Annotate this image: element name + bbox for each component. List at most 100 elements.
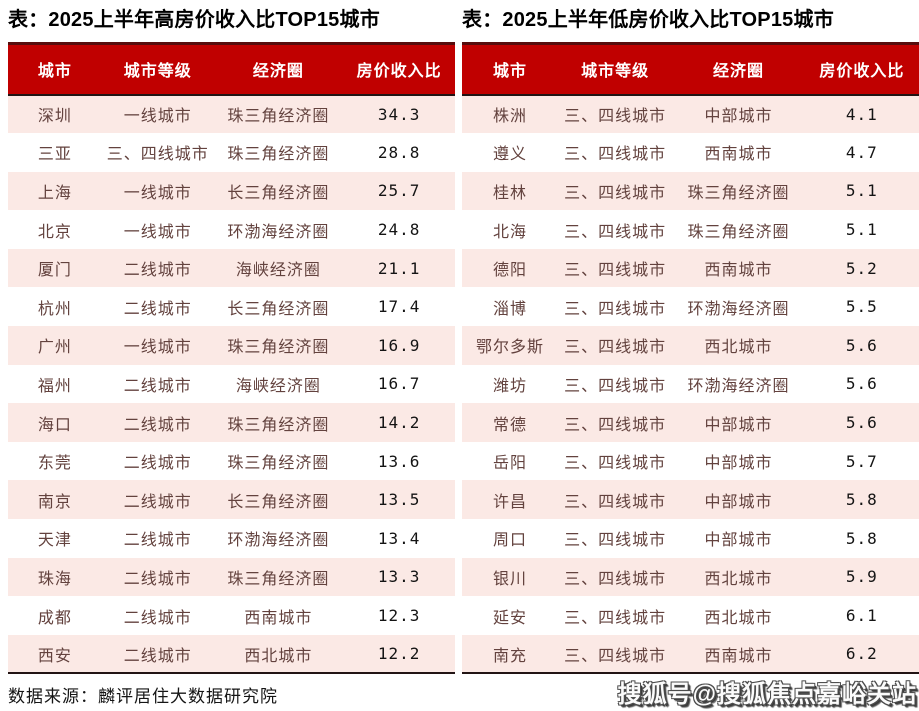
cell-city: 南充 [492, 645, 527, 665]
cell-region: 珠三角经济圈 [227, 414, 330, 434]
column-header: 城市等级 [101, 43, 214, 96]
cell-tier: 二线城市 [123, 607, 192, 627]
cell-city: 株洲 [492, 106, 527, 126]
table-row: 成都 二线城市 西南城市 12.3 [8, 596, 455, 635]
cell-region: 西南城市 [704, 645, 773, 665]
table-header-row: 城市 城市等级 经济圈 房价收入比 [8, 43, 455, 96]
cell-tier: 二线城市 [123, 453, 192, 473]
cell-region: 西南城市 [244, 607, 313, 627]
cell-region: 西南城市 [704, 144, 773, 164]
cell-tier: 三、四线城市 [564, 337, 667, 357]
table-row: 北京 一线城市 环渤海经济圈 24.8 [8, 210, 455, 249]
cell-ratio: 5.5 [845, 297, 878, 317]
table-row: 西安 二线城市 西北城市 12.2 [8, 634, 455, 674]
table-row: 常德 三、四线城市 中部城市 5.6 [462, 403, 919, 442]
cell-tier: 一线城市 [123, 221, 192, 241]
cell-ratio: 12.2 [377, 644, 421, 664]
cell-region: 珠三角经济圈 [687, 221, 790, 241]
table-row: 延安 三、四线城市 西北城市 6.1 [462, 596, 919, 635]
cell-region: 长三角经济圈 [227, 491, 330, 511]
column-header: 城市 [8, 43, 102, 96]
cell-ratio: 5.8 [845, 528, 878, 548]
cell-tier: 一线城市 [123, 106, 192, 126]
cell-region: 西北城市 [704, 568, 773, 588]
table-row: 周口 三、四线城市 中部城市 5.8 [462, 519, 919, 558]
table-row: 北海 三、四线城市 珠三角经济圈 5.1 [462, 210, 919, 249]
table-row: 株洲 三、四线城市 中部城市 4.1 [462, 94, 919, 134]
cell-region: 环渤海经济圈 [687, 375, 790, 395]
cell-city: 许昌 [492, 491, 527, 511]
cell-ratio: 5.6 [845, 374, 878, 394]
cell-region: 珠三角经济圈 [227, 337, 330, 357]
cell-tier: 三、四线城市 [564, 568, 667, 588]
low-ratio-table: 城市 城市等级 经济圈 房价收入比 株洲 三、四线城市 中部城市 4.1 遵义 三、四线城市 西南… [462, 42, 919, 675]
column-header: 经济圈 [213, 43, 344, 96]
cell-tier: 三、四线城市 [564, 530, 667, 550]
cell-city: 杭州 [37, 298, 72, 318]
cell-tier: 二线城市 [123, 530, 192, 550]
cell-city: 福州 [37, 375, 72, 395]
low-ratio-table-title: 表：2025上半年低房价收入比TOP15城市 [462, 9, 834, 31]
table-row: 深圳 一线城市 珠三角经济圈 34.3 [8, 94, 455, 134]
cell-tier: 三、四线城市 [564, 453, 667, 473]
table-row: 三亚 三、四线城市 珠三角经济圈 28.8 [8, 133, 455, 172]
cell-ratio: 5.6 [845, 335, 878, 355]
cell-ratio: 6.2 [845, 644, 878, 664]
cell-region: 环渤海经济圈 [227, 530, 330, 550]
cell-tier: 二线城市 [123, 298, 192, 318]
cell-tier: 二线城市 [123, 260, 192, 280]
cell-ratio: 6.1 [845, 606, 878, 626]
cell-tier: 三、四线城市 [564, 182, 667, 202]
column-header: 城市 [462, 43, 558, 96]
low-ratio-table-section: 表：2025上半年低房价收入比TOP15城市 城市 城市等级 经济圈 房价收入比 株洲… [462, 6, 919, 675]
sohu-watermark: 搜狐号@搜狐焦点嘉峪关站 [617, 681, 917, 708]
table-row: 天津 二线城市 环渤海经济圈 13.4 [8, 519, 455, 558]
cell-city: 银川 [492, 568, 527, 588]
cell-city: 成都 [37, 607, 72, 627]
cell-tier: 三、四线城市 [564, 491, 667, 511]
cell-tier: 三、四线城市 [564, 375, 667, 395]
cell-city: 珠海 [37, 568, 72, 588]
cell-city: 三亚 [37, 144, 72, 164]
cell-region: 西南城市 [704, 260, 773, 280]
table-row: 东莞 二线城市 珠三角经济圈 13.6 [8, 441, 455, 481]
cell-region: 珠三角经济圈 [227, 453, 330, 473]
cell-region: 中部城市 [704, 453, 773, 473]
cell-ratio: 13.4 [377, 528, 421, 548]
cell-tier: 三、四线城市 [564, 645, 667, 665]
table-row: 海口 二线城市 珠三角经济圈 14.2 [8, 403, 455, 442]
cell-ratio: 13.6 [377, 451, 421, 471]
table-row: 淄博 三、四线城市 环渤海经济圈 5.5 [462, 287, 919, 327]
cell-tier: 二线城市 [123, 645, 192, 665]
table-row: 杭州 二线城市 长三角经济圈 17.4 [8, 287, 455, 327]
cell-region: 长三角经济圈 [227, 182, 330, 202]
cell-city: 西安 [37, 645, 72, 665]
cell-region: 环渤海经济圈 [687, 298, 790, 318]
cell-region: 珠三角经济圈 [687, 182, 790, 202]
cell-city: 南京 [37, 491, 72, 511]
table-row: 岳阳 三、四线城市 中部城市 5.7 [462, 441, 919, 481]
cell-city: 鄂尔多斯 [475, 337, 544, 357]
cell-ratio: 4.1 [845, 104, 878, 124]
table-row: 潍坊 三、四线城市 环渤海经济圈 5.6 [462, 364, 919, 404]
table-header-row: 城市 城市等级 经济圈 房价收入比 [462, 43, 919, 96]
cell-city: 潍坊 [492, 375, 527, 395]
cell-region: 海峡经济圈 [235, 375, 321, 395]
cell-ratio: 24.8 [377, 220, 421, 240]
table-row: 银川 三、四线城市 西北城市 5.9 [462, 557, 919, 597]
cell-ratio: 12.3 [377, 606, 421, 626]
cell-region: 环渤海经济圈 [227, 221, 330, 241]
cell-region: 中部城市 [704, 491, 773, 511]
cell-ratio: 5.8 [845, 490, 878, 510]
cell-ratio: 21.1 [377, 258, 421, 278]
cell-city: 北京 [37, 221, 72, 241]
cell-tier: 三、四线城市 [564, 260, 667, 280]
cell-city: 淄博 [492, 298, 527, 318]
high-ratio-table-section: 表：2025上半年高房价收入比TOP15城市 城市 城市等级 经济圈 房价收入比 深圳… [8, 6, 455, 675]
cell-tier: 三、四线城市 [564, 221, 667, 241]
cell-city: 厦门 [37, 260, 72, 280]
cell-tier: 一线城市 [123, 182, 192, 202]
cell-region: 西北城市 [704, 337, 773, 357]
cell-region: 珠三角经济圈 [227, 144, 330, 164]
cell-region: 中部城市 [704, 414, 773, 434]
